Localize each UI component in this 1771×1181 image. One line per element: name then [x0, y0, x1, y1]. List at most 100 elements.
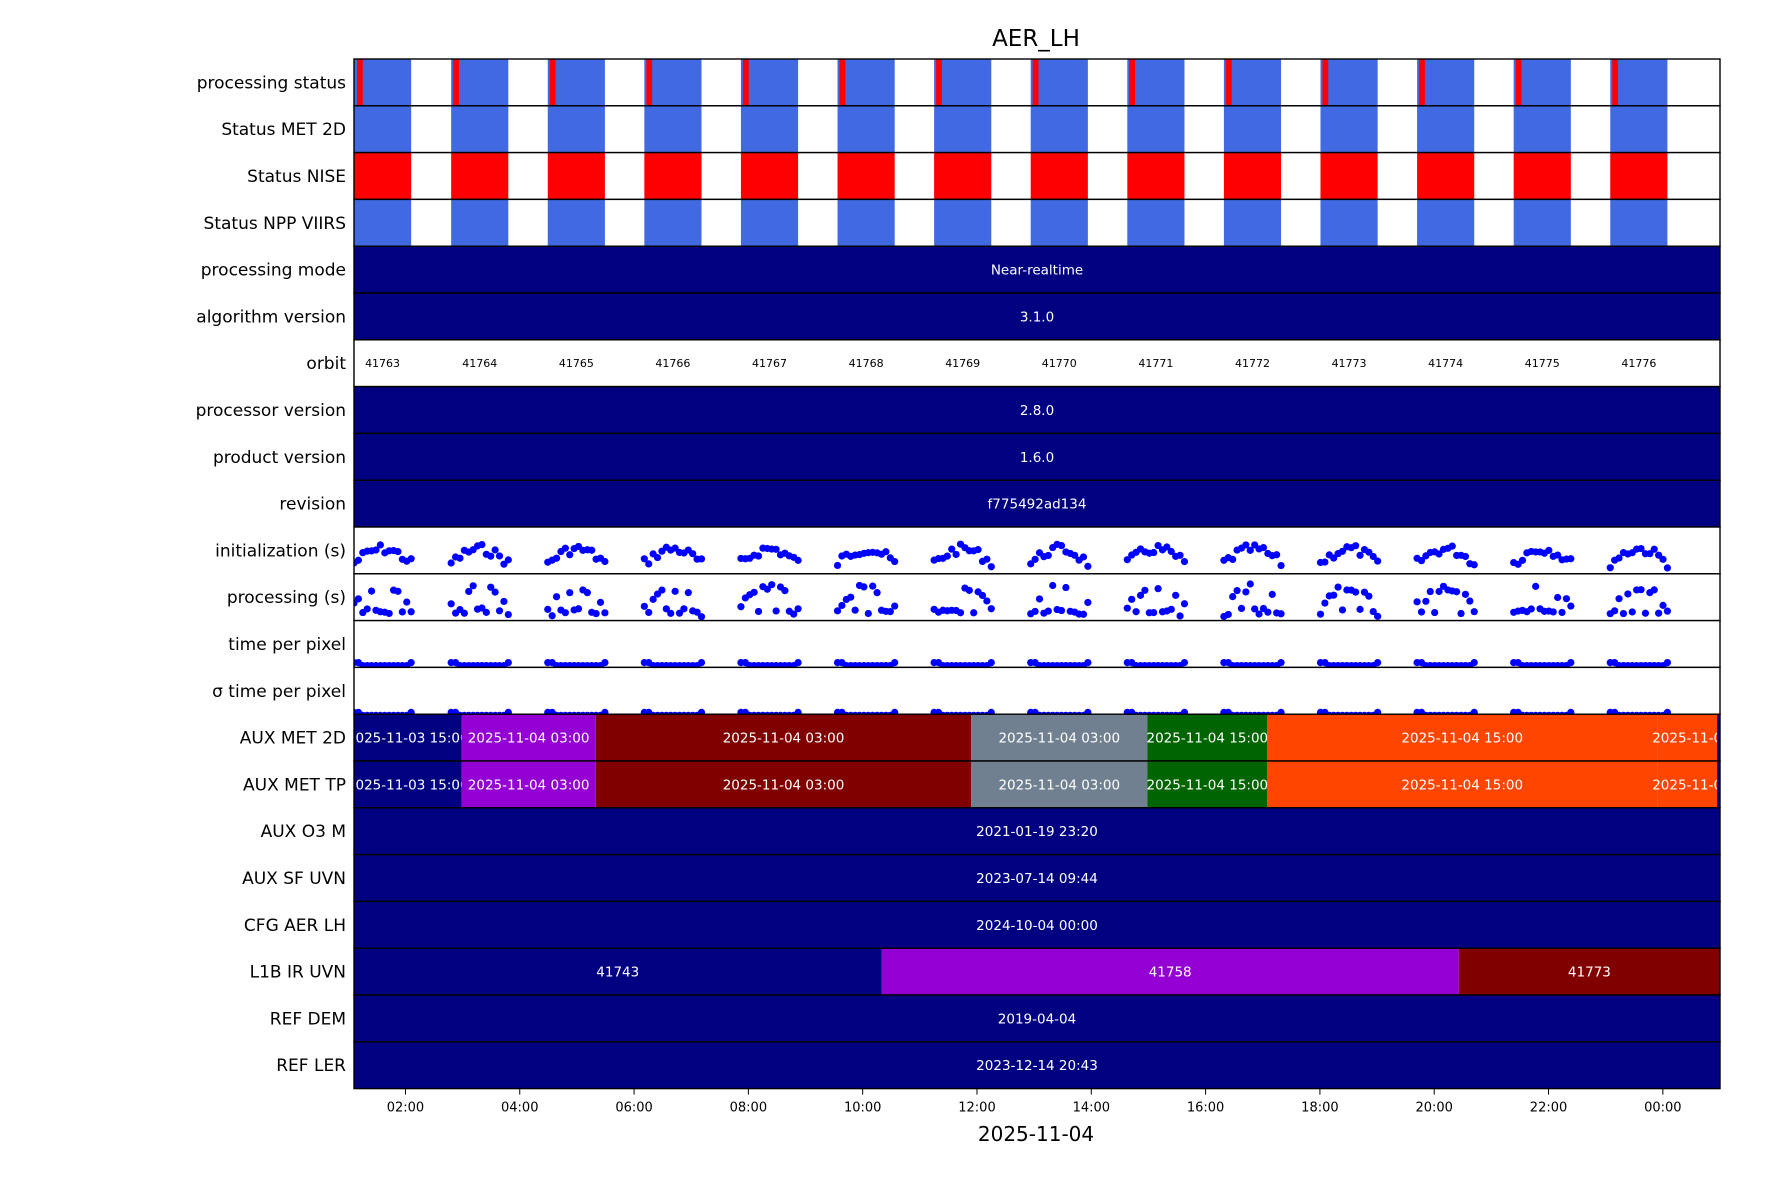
scatter-point	[750, 588, 758, 596]
scatter-point	[860, 583, 868, 591]
scatter-point	[1167, 547, 1175, 556]
scatter-point	[451, 708, 460, 715]
scatter-point	[1180, 708, 1189, 715]
status-bar	[837, 105, 895, 153]
scatter-point	[1316, 610, 1325, 618]
scatter-point	[987, 708, 995, 715]
scatter-point	[372, 546, 380, 554]
row-processing-s: processing (s)	[227, 573, 1721, 622]
status-bar	[1127, 59, 1185, 106]
row-aux-sf-uvn: 2023-07-14 09:44 AUX SF UVN	[242, 853, 1721, 903]
scatter-point	[1277, 610, 1285, 618]
row-processing-status: processing status	[197, 58, 1721, 107]
scatter-point	[1374, 659, 1382, 667]
scatter-point	[403, 598, 411, 606]
orbit-number: 41764	[462, 357, 497, 370]
scatter-point	[1338, 606, 1347, 614]
scatter-point	[1663, 708, 1672, 715]
scatter-point	[588, 546, 596, 554]
row-label: processor version	[196, 401, 346, 421]
bar-segment	[1147, 714, 1268, 761]
bar-segment	[354, 1041, 1720, 1089]
scatter-point	[407, 555, 415, 563]
bar-label: 2025-11-04 03:00	[998, 731, 1120, 747]
scatter-point	[1352, 542, 1360, 550]
scatter-point	[566, 551, 574, 559]
scatter-point	[596, 598, 605, 606]
row-status-nise: Status NISE	[247, 151, 1721, 201]
scatter-point	[671, 544, 679, 552]
scatter-point	[1123, 556, 1131, 564]
x-axis-label: 2025-11-04	[978, 1122, 1094, 1146]
scatter-point	[1035, 595, 1044, 603]
status-flag	[1032, 59, 1039, 106]
status-flag	[1322, 59, 1329, 106]
status-bar	[1127, 152, 1185, 200]
scatter-point	[1453, 588, 1461, 596]
scatter-point	[354, 595, 362, 603]
scatter-point	[693, 608, 701, 616]
bar-label: 2025-11-03 15:00	[347, 731, 469, 747]
scatter-point	[1229, 555, 1237, 563]
x-tick-label: 08:00	[730, 1101, 767, 1116]
orbit-number: 41774	[1428, 357, 1463, 370]
scatter-point	[974, 546, 982, 554]
scatter-point	[772, 545, 780, 553]
status-flag	[549, 59, 556, 106]
scatter-point	[1470, 659, 1478, 667]
row-label: processing (s)	[227, 588, 346, 608]
row-background	[354, 667, 1720, 715]
bar-segment	[354, 761, 462, 808]
scatter-point	[1461, 590, 1470, 598]
bar-segment	[354, 948, 882, 995]
scatter-point	[645, 560, 653, 568]
status-flag	[1419, 59, 1425, 106]
scatter-point	[1027, 560, 1035, 568]
scatter-point	[891, 659, 899, 667]
scatter-point	[1435, 587, 1443, 596]
scatter-point	[1044, 607, 1052, 615]
status-bar	[1320, 59, 1378, 106]
scatter-point	[978, 591, 987, 600]
bar-segment	[461, 714, 596, 761]
orbit-number: 41772	[1235, 357, 1270, 370]
scatter-point	[1084, 598, 1092, 607]
scatter-point	[987, 659, 995, 667]
scatter-point	[601, 609, 609, 617]
scatter-point	[1246, 546, 1254, 554]
scatter-point	[1417, 557, 1426, 565]
scatter-point	[1369, 552, 1377, 561]
scatter-point	[658, 586, 666, 594]
scatter-point	[561, 544, 569, 552]
bar-segment	[1657, 761, 1718, 808]
scatter-point	[1567, 659, 1575, 667]
status-bar	[1610, 152, 1668, 200]
orbit-number: 41769	[945, 357, 980, 370]
bar-label: 2021-01-19 23:20	[976, 824, 1098, 840]
scatter-point	[469, 582, 477, 590]
bar-label: 3.1.0	[1020, 309, 1054, 325]
orbit-number: 41768	[849, 357, 884, 370]
scatter-point	[794, 708, 802, 715]
scatter-point	[1606, 564, 1614, 572]
scatter-point	[882, 548, 890, 556]
scatter-point	[1128, 708, 1136, 715]
status-bar	[1417, 152, 1475, 200]
scatter-point	[1466, 597, 1474, 605]
bar-label: 2.8.0	[1020, 403, 1054, 419]
bar-segment	[354, 246, 1720, 293]
scatter-point	[601, 659, 609, 667]
scatter-point	[697, 613, 706, 621]
scatter-point	[662, 605, 670, 613]
bar-segment	[354, 433, 1720, 481]
bar-label: 2019-04-04	[998, 1011, 1076, 1027]
scatter-point	[891, 708, 899, 715]
scatter-point	[1079, 553, 1088, 561]
status-flag	[839, 59, 846, 106]
scatter-point	[478, 604, 486, 612]
scatter-point	[1365, 592, 1373, 600]
row-label: REF DEM	[270, 1009, 346, 1029]
scatter-point	[1374, 708, 1382, 715]
row-ref-ler: 2023-12-14 20:43 REF LER	[276, 1041, 1721, 1090]
